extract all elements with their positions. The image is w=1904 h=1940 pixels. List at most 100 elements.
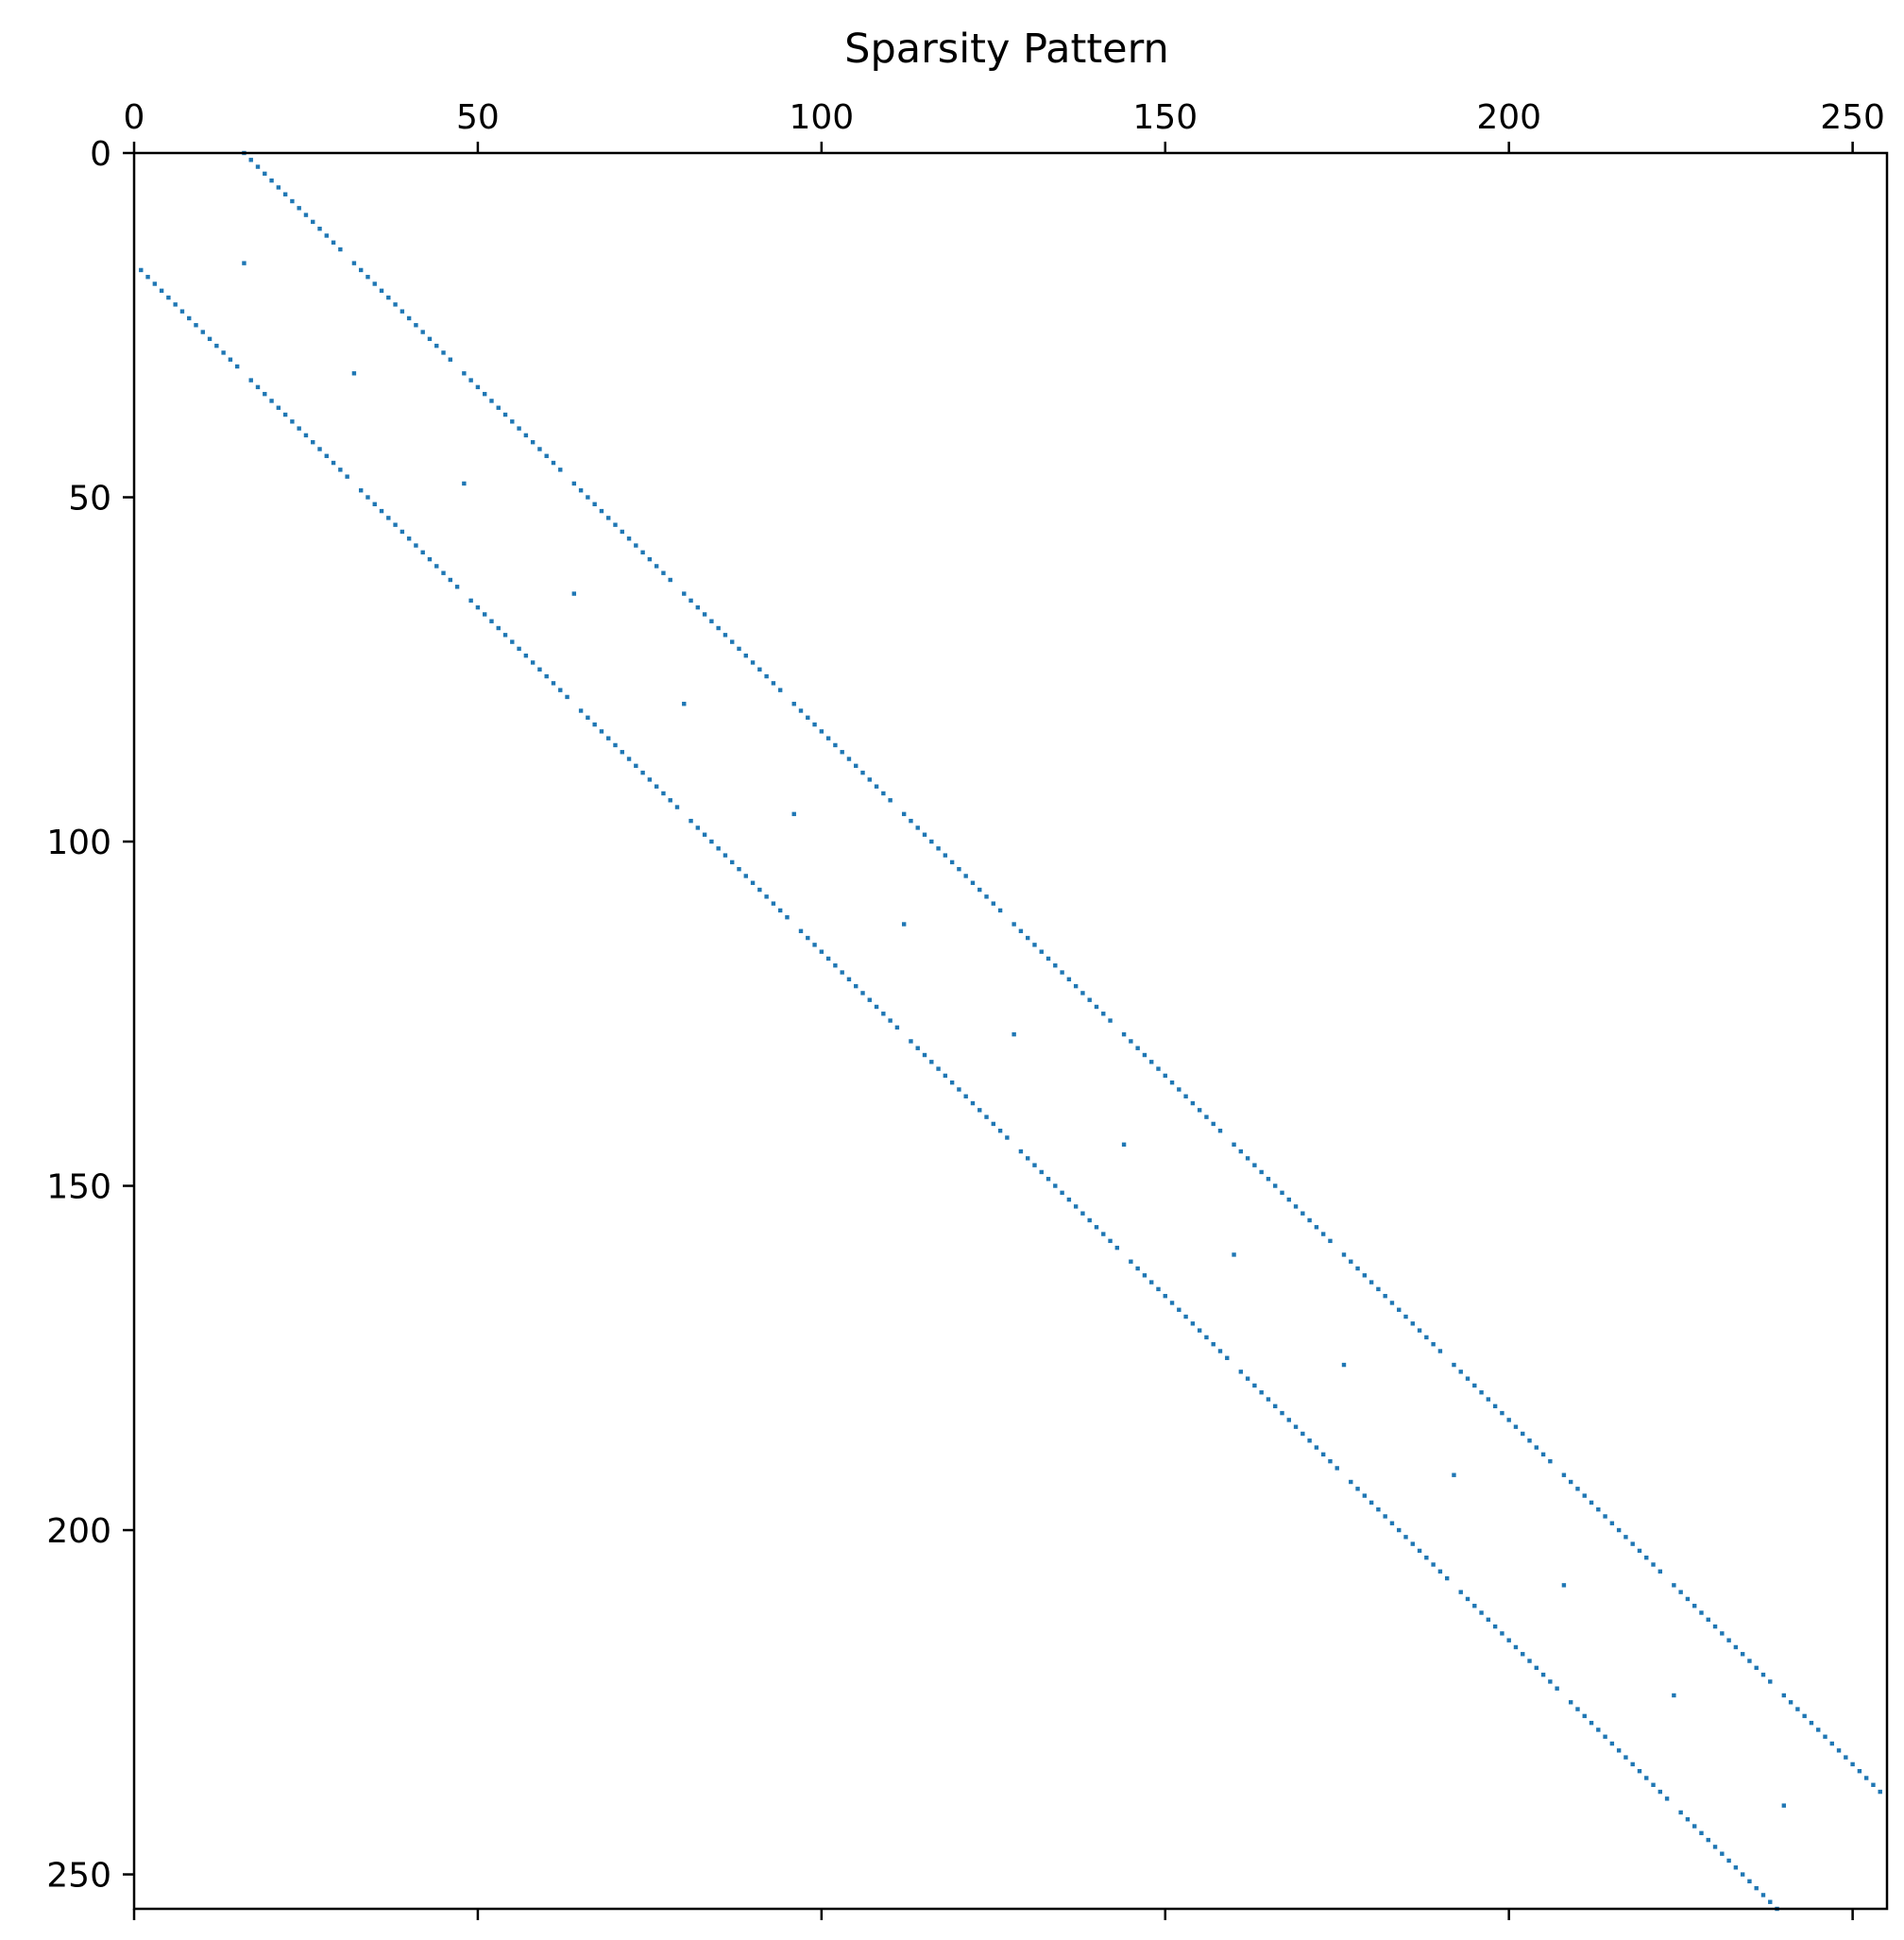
diagonal-lower-point	[214, 343, 219, 349]
diagonal-lower-point	[1492, 1624, 1498, 1629]
diagonal-lower-point	[530, 660, 536, 665]
diagonal-lower-point	[1073, 1204, 1079, 1209]
diagonal-upper-point	[496, 405, 501, 410]
bottom-x-axis	[132, 1909, 1854, 1920]
diagonal-lower-point	[379, 508, 384, 514]
diagonal-lower-point	[1018, 1149, 1024, 1154]
diagonal-lower-point	[1431, 1562, 1436, 1567]
diagonal-lower-point	[874, 1004, 879, 1010]
diagonal-lower-point	[1754, 1885, 1759, 1891]
diagonal-lower-point	[1362, 1493, 1368, 1498]
diagonal-upper-point	[303, 213, 309, 217]
top-x-axis: 0 50 100 150 200 250	[124, 98, 1885, 153]
diagonal-lower-point	[1320, 1452, 1326, 1457]
diagonal-lower-point	[297, 426, 301, 431]
diagonal-upper-point	[406, 315, 412, 321]
diagonal-upper-point	[626, 536, 632, 541]
diagonal-upper-point	[909, 818, 913, 824]
diagonal-upper-point	[819, 729, 824, 734]
diagonal-upper-point	[1589, 1500, 1594, 1506]
diagonal-lower-point	[1603, 1734, 1607, 1739]
diagonal-upper-point	[448, 357, 453, 362]
diagonal-upper-point	[558, 468, 563, 472]
diagonal-upper-point	[1273, 1183, 1278, 1188]
diagonal-lower-point	[1314, 1445, 1319, 1450]
isolated-point	[351, 371, 357, 376]
diagonal-upper-point	[1108, 1018, 1113, 1023]
y-tick-label: 250	[46, 1857, 111, 1896]
diagonal-upper-point	[1603, 1514, 1607, 1519]
isolated-point	[1121, 1142, 1127, 1147]
diagonal-lower-point	[750, 880, 756, 885]
diagonal-upper-point	[1582, 1493, 1587, 1498]
diagonal-upper-point	[351, 261, 357, 265]
diagonal-lower-point	[1349, 1479, 1353, 1485]
diagonal-upper-point	[1341, 1252, 1347, 1257]
diagonal-upper-point	[1376, 1286, 1381, 1292]
diagonal-lower-point	[414, 543, 418, 548]
diagonal-upper-point	[1073, 983, 1079, 989]
diagonal-lower-point	[200, 330, 205, 334]
diagonal-lower-point	[688, 818, 693, 824]
isolated-point	[1672, 1693, 1676, 1698]
diagonal-upper-point	[825, 736, 831, 740]
diagonal-lower-point	[1094, 1225, 1099, 1230]
diagonal-upper-point	[1740, 1652, 1745, 1657]
diagonal-upper-point	[963, 874, 968, 878]
diagonal-lower-point	[722, 853, 728, 858]
isolated-point	[682, 702, 687, 706]
diagonal-upper-point	[1726, 1638, 1731, 1642]
diagonal-lower-point	[599, 729, 604, 734]
diagonal-lower-point	[269, 399, 274, 403]
diagonal-upper-point	[936, 846, 941, 851]
diagonal-lower-point	[1555, 1686, 1559, 1691]
diagonal-upper-point	[1678, 1590, 1683, 1594]
diagonal-lower-point	[1609, 1741, 1615, 1746]
diagonal-lower-point	[1286, 1418, 1291, 1422]
diagonal-upper-point	[1513, 1424, 1519, 1429]
diagonal-lower-point	[255, 384, 261, 390]
diagonal-upper-point	[812, 722, 817, 727]
diagonal-lower-point	[613, 742, 618, 748]
isolated-point	[462, 481, 467, 486]
diagonal-upper-point	[1087, 997, 1092, 1002]
diagonal-upper-point	[1349, 1259, 1353, 1264]
diagonal-upper-point	[379, 288, 384, 293]
diagonal-lower-point	[860, 991, 865, 996]
isolated-point	[571, 591, 577, 596]
diagonal-lower-point	[1479, 1610, 1484, 1615]
diagonal-upper-point	[888, 798, 892, 803]
diagonal-lower-point	[1534, 1665, 1538, 1671]
diagonal-upper-point	[634, 543, 638, 548]
diagonal-lower-point	[1211, 1342, 1216, 1347]
diagonal-lower-point	[1300, 1431, 1305, 1437]
diagonal-lower-point	[179, 309, 185, 314]
diagonal-lower-point	[1500, 1631, 1504, 1636]
diagonal-lower-point	[1527, 1659, 1532, 1663]
diagonal-upper-point	[1747, 1659, 1752, 1663]
diagonal-upper-point	[1018, 928, 1024, 933]
diagonal-lower-point	[1238, 1370, 1244, 1374]
diagonal-upper-point	[502, 412, 508, 417]
diagonal-lower-point	[1190, 1321, 1196, 1326]
diagonal-lower-point	[551, 681, 556, 686]
diagonal-upper-point	[592, 502, 597, 506]
diagonal-lower-point	[1760, 1893, 1766, 1897]
diagonal-upper-point	[1760, 1672, 1766, 1677]
diagonal-lower-point	[1548, 1679, 1553, 1684]
diagonal-upper-point	[1609, 1521, 1615, 1525]
diagonal-lower-point	[1142, 1273, 1148, 1278]
diagonal-lower-point	[743, 874, 748, 878]
diagonal-lower-point	[1444, 1575, 1450, 1581]
diagonal-lower-point	[1149, 1280, 1154, 1285]
diagonal-upper-point	[248, 158, 253, 162]
diagonal-lower-point	[1108, 1238, 1113, 1244]
diagonal-lower-point	[194, 323, 198, 328]
diagonal-upper-point	[1389, 1301, 1395, 1305]
diagonal-lower-point	[1355, 1487, 1360, 1491]
diagonal-upper-point	[1149, 1060, 1154, 1064]
diagonal-upper-point	[544, 453, 549, 458]
diagonal-upper-point	[1204, 1115, 1209, 1119]
diagonal-upper-point	[840, 750, 844, 755]
diagonal-lower-point	[1039, 1169, 1044, 1175]
